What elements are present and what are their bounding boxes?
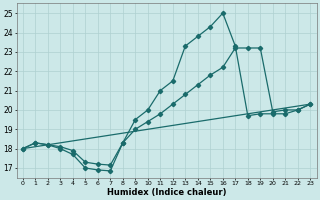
X-axis label: Humidex (Indice chaleur): Humidex (Indice chaleur) <box>107 188 226 197</box>
